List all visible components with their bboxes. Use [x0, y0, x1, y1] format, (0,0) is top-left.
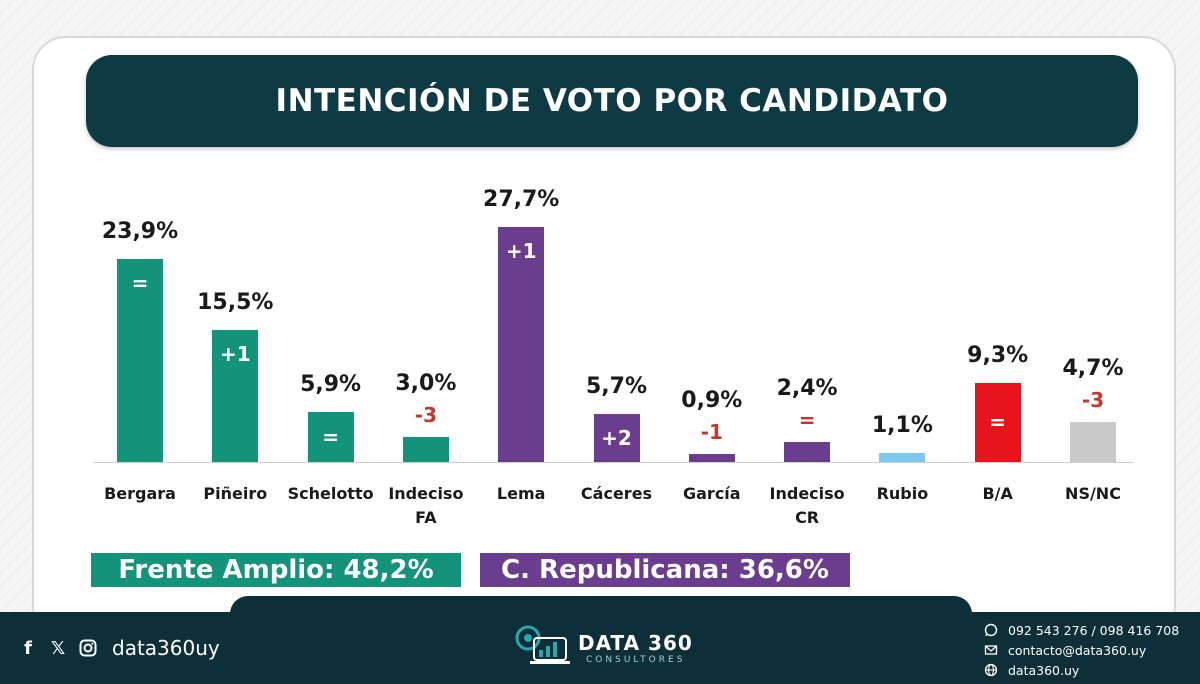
baseline [94, 462, 1134, 463]
value-label-rubio: 1,1% [871, 412, 933, 438]
category-label-indeciso-fa: Indeciso FA [388, 484, 464, 527]
instagram-icon[interactable] [78, 637, 98, 659]
bar-pineiro [212, 330, 259, 462]
category-label-schelotto: Schelotto [287, 484, 374, 503]
brand-name: DATA 360 [578, 631, 693, 655]
bar-lema [498, 226, 545, 462]
chart-title: INTENCIÓN DE VOTO POR CANDIDATO [275, 83, 949, 119]
bar-ns-nc [1070, 422, 1116, 462]
bar-caceres [593, 413, 640, 462]
value-label-garcia: 0,9% [681, 388, 743, 413]
data360-logo-icon [515, 625, 570, 664]
change-label-indeciso-cr: = [798, 407, 816, 432]
category-label-ns-nc: NS/NC [1065, 484, 1121, 503]
value-label-pineiro: 15,5% [197, 290, 274, 316]
x-icon[interactable]: 𝕏 [50, 637, 66, 659]
change-label-bergara: = [131, 270, 149, 295]
category-label-bergara: Bergara [104, 484, 176, 503]
category-label-lema: Lema [496, 484, 546, 503]
value-label-ns-nc: 4,7% [1062, 356, 1124, 382]
social-links: f 𝕏 data360uy [18, 636, 220, 660]
category-label-caceres: Cáceres [580, 484, 653, 503]
category-label-b-a: B/A [982, 484, 1013, 503]
email-row: contacto@data360.uy [984, 640, 1179, 660]
value-label-schelotto: 5,9% [300, 371, 362, 397]
bar-garcia [688, 454, 735, 462]
value-label-b-a: 9,3% [967, 342, 1029, 368]
phone-row: 092 543 276 / 098 416 708 [984, 620, 1179, 640]
value-label-caceres: 5,7% [585, 373, 647, 399]
change-label-lema: +1 [505, 238, 537, 263]
bar-rubio [879, 452, 926, 462]
category-label-garcia: García [683, 484, 741, 503]
category-label-rubio: Rubio [876, 484, 929, 503]
value-label-lema: 27,7% [483, 186, 560, 212]
whatsapp-icon [984, 623, 998, 637]
change-label-garcia: -1 [700, 420, 723, 444]
value-label-indeciso-fa: 3,0% [395, 370, 457, 396]
website-url[interactable]: data360.uy [1008, 662, 1080, 678]
footer [0, 612, 1200, 684]
change-label-pineiro: +1 [219, 342, 251, 367]
bar-b-a [974, 382, 1021, 462]
brand-subtitle: CONSULTORES [586, 655, 686, 665]
change-label-b-a: = [989, 410, 1007, 435]
bar-indeciso-fa [402, 436, 449, 462]
mail-icon [984, 645, 998, 655]
bar-bergara [117, 258, 163, 462]
category-label-indeciso-cr: Indeciso CR [769, 484, 845, 527]
group-frente-amplio: Frente Amplio: 48,2% [91, 553, 461, 587]
title-bar: INTENCIÓN DE VOTO POR CANDIDATO [86, 55, 1138, 147]
group-coalicion-republicana: C. Republicana: 36,6% [480, 553, 850, 587]
value-label-bergara: 23,9% [101, 218, 179, 244]
category-label-pineiro: Piñeiro [203, 484, 268, 503]
bar-schelotto [307, 411, 354, 462]
change-label-indeciso-fa: -3 [414, 402, 437, 427]
change-label-ns-nc: -3 [1081, 388, 1105, 413]
email-address[interactable]: contacto@data360.uy [1008, 642, 1147, 658]
globe-icon [984, 663, 998, 677]
footer-notch [230, 596, 972, 616]
contact-info: 092 543 276 / 098 416 708 contacto@data3… [984, 620, 1179, 680]
facebook-icon[interactable]: f [24, 637, 32, 659]
change-label-schelotto: = [322, 424, 339, 449]
phone-number[interactable]: 092 543 276 / 098 416 708 [1008, 622, 1180, 638]
social-handle[interactable]: data360uy [112, 636, 220, 660]
value-label-indeciso-cr: 2,4% [776, 375, 838, 401]
website-row: data360.uy [984, 660, 1179, 680]
change-label-caceres: +2 [601, 425, 632, 450]
bar-indeciso-cr [784, 441, 831, 462]
